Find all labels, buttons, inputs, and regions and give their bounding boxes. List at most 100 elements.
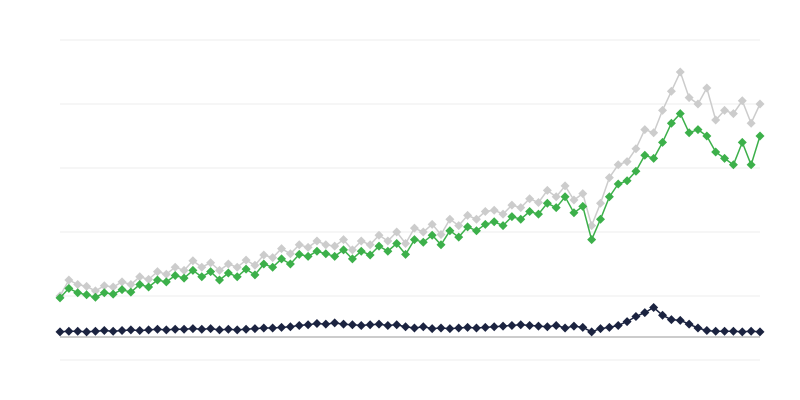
data-point: [268, 262, 278, 272]
data-point: [711, 147, 721, 157]
data-point: [409, 235, 419, 245]
data-point: [702, 131, 712, 141]
data-point: [445, 226, 455, 236]
data-point: [135, 279, 145, 289]
data-point: [330, 318, 340, 328]
data-point: [285, 322, 295, 332]
data-point: [463, 222, 473, 232]
data-point: [161, 277, 171, 287]
data-point: [383, 246, 393, 256]
data-point: [525, 194, 535, 204]
data-point: [90, 286, 100, 296]
data-point: [339, 235, 349, 245]
data-point: [507, 212, 517, 222]
data-point: [161, 269, 171, 279]
data-point: [277, 244, 287, 254]
data-point: [480, 207, 490, 217]
data-point: [55, 293, 65, 303]
data-point: [170, 262, 180, 272]
data-point: [507, 320, 517, 330]
data-point: [755, 327, 765, 337]
data-point: [578, 189, 588, 199]
data-point: [294, 240, 304, 250]
data-point: [551, 203, 561, 213]
data-point: [223, 259, 233, 269]
data-point: [303, 242, 313, 252]
data-point: [144, 325, 154, 335]
data-point: [578, 322, 588, 332]
data-point: [268, 253, 278, 263]
data-point: [622, 176, 632, 186]
data-point: [604, 322, 614, 332]
data-point: [241, 264, 251, 274]
data-point: [693, 125, 703, 135]
data-point: [525, 207, 535, 217]
data-point: [365, 240, 375, 250]
data-point: [498, 321, 508, 331]
data-point: [90, 292, 100, 302]
data-point: [489, 217, 499, 227]
data-point: [64, 283, 74, 293]
data-point: [126, 279, 136, 289]
data-point: [720, 326, 730, 336]
data-point: [463, 322, 473, 332]
data-point: [445, 214, 455, 224]
data-point: [303, 251, 313, 261]
data-point: [702, 83, 712, 93]
data-point: [480, 219, 490, 229]
data-point: [339, 245, 349, 255]
data-point: [392, 227, 402, 237]
data-point: [206, 258, 216, 268]
data-point: [728, 326, 738, 336]
data-point: [330, 241, 340, 251]
data-point: [223, 268, 233, 278]
data-point: [418, 237, 428, 247]
data-point: [321, 319, 331, 329]
data-point: [294, 249, 304, 259]
data-point: [658, 310, 668, 320]
data-point: [666, 315, 676, 325]
data-point: [152, 324, 162, 334]
data-point: [666, 118, 676, 128]
data-point: [214, 325, 224, 335]
data-point: [321, 249, 331, 259]
data-point: [755, 131, 765, 141]
data-point: [684, 128, 694, 138]
data-point: [347, 254, 357, 264]
data-point: [516, 320, 526, 330]
data-point: [232, 272, 242, 282]
data-point: [303, 320, 313, 330]
data-point: [232, 325, 242, 335]
data-point: [560, 192, 570, 202]
data-point: [533, 321, 543, 331]
data-point: [737, 96, 747, 106]
data-point: [542, 185, 552, 195]
data-point: [277, 254, 287, 264]
data-point: [206, 267, 216, 277]
data-point: [463, 210, 473, 220]
data-point: [720, 105, 730, 115]
data-point: [569, 208, 579, 218]
data-point: [471, 323, 481, 333]
data-point: [179, 265, 189, 275]
data-point: [126, 325, 136, 335]
data-point: [250, 270, 260, 280]
series-line: [59, 112, 761, 299]
data-point: [702, 326, 712, 336]
data-point: [250, 260, 260, 270]
data-point: [126, 287, 136, 297]
data-point: [649, 128, 659, 138]
data-point: [604, 173, 614, 183]
data-point: [551, 192, 561, 202]
data-point: [489, 205, 499, 215]
data-point: [206, 324, 216, 334]
data-point: [418, 227, 428, 237]
data-point: [587, 235, 597, 245]
data-point: [347, 245, 357, 255]
data-point: [374, 241, 384, 251]
data-point: [551, 320, 561, 330]
data-point: [409, 323, 419, 333]
data-point: [675, 109, 685, 119]
